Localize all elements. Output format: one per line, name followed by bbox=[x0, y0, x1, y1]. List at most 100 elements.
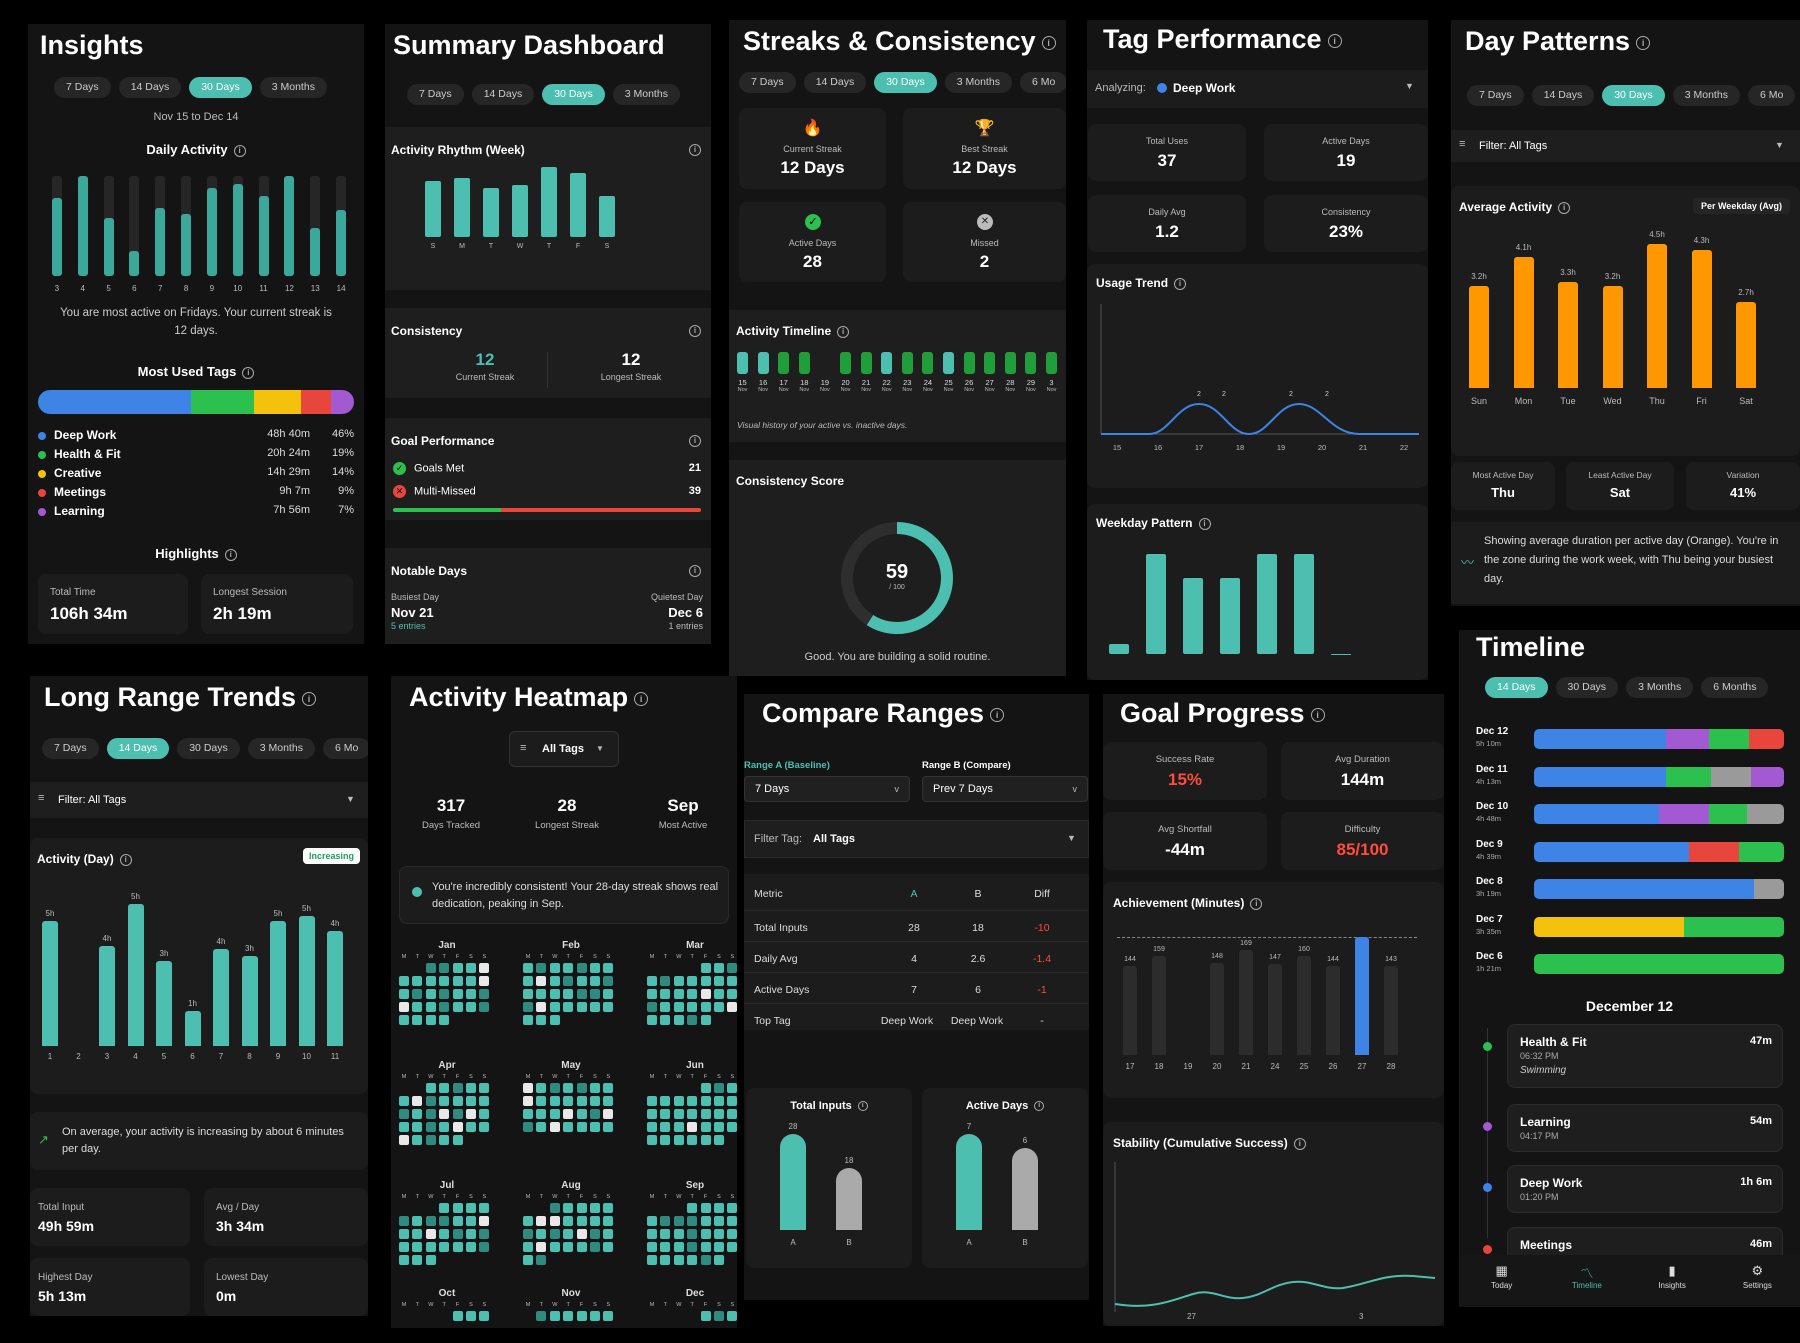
range-pill-0[interactable]: 7 Days bbox=[42, 738, 99, 759]
heatmap-cell[interactable] bbox=[714, 1083, 724, 1093]
heatmap-cell[interactable] bbox=[714, 1203, 724, 1213]
heatmap-cell[interactable] bbox=[425, 1109, 436, 1119]
heatmap-cell[interactable] bbox=[563, 1096, 574, 1106]
heatmap-cell[interactable] bbox=[590, 1109, 600, 1119]
heatmap-cell[interactable] bbox=[399, 976, 409, 986]
range-pill-3[interactable]: 3 Months bbox=[247, 738, 315, 759]
heatmap-cell[interactable] bbox=[439, 1216, 450, 1226]
heatmap-cell[interactable] bbox=[727, 1242, 737, 1252]
heatmap-cell[interactable] bbox=[412, 989, 423, 999]
timeline-row[interactable]: Dec 6 1h 21m bbox=[1459, 951, 1800, 981]
heatmap-cell[interactable] bbox=[439, 1002, 450, 1012]
heatmap-cell[interactable] bbox=[714, 1135, 724, 1145]
heatmap-cell[interactable] bbox=[590, 1203, 600, 1213]
heatmap-cell[interactable] bbox=[412, 1015, 423, 1025]
heatmap-cell[interactable] bbox=[452, 1311, 463, 1321]
heatmap-cell[interactable] bbox=[673, 1242, 684, 1252]
heatmap-cell[interactable] bbox=[603, 989, 614, 999]
heatmap-cell[interactable] bbox=[700, 1002, 711, 1012]
heatmap-cell[interactable] bbox=[399, 1242, 409, 1252]
range-pill-4[interactable]: 6 Mo bbox=[1747, 85, 1796, 106]
heatmap-cell[interactable] bbox=[714, 1002, 724, 1012]
range-pill-3[interactable]: 3 Months bbox=[259, 77, 327, 98]
tab-settings[interactable]: ⚙ Settings bbox=[1715, 1255, 1800, 1307]
heatmap-cell[interactable] bbox=[687, 1216, 698, 1226]
info-icon[interactable]: i bbox=[990, 707, 1005, 722]
heatmap-cell[interactable] bbox=[425, 1002, 436, 1012]
range-pill-4[interactable]: 6 Mo bbox=[322, 738, 368, 759]
range-pill-1[interactable]: 14 Days bbox=[471, 84, 535, 105]
heatmap-cell[interactable] bbox=[452, 1122, 463, 1132]
timeline-row[interactable]: Dec 10 4h 48m bbox=[1459, 801, 1800, 831]
heatmap-cell[interactable] bbox=[399, 989, 409, 999]
timeline-row[interactable]: Dec 12 5h 10m bbox=[1459, 726, 1800, 756]
tag-row[interactable]: Deep Work 48h 40m 46% bbox=[38, 428, 354, 447]
heatmap-cell[interactable] bbox=[466, 1002, 476, 1012]
heatmap-cell[interactable] bbox=[439, 1096, 450, 1106]
heatmap-cell[interactable] bbox=[603, 976, 614, 986]
heatmap-cell[interactable] bbox=[563, 976, 574, 986]
heatmap-cell[interactable] bbox=[603, 1229, 614, 1239]
heatmap-cell[interactable] bbox=[523, 1002, 533, 1012]
heatmap-cell[interactable] bbox=[399, 1135, 409, 1145]
heatmap-cell[interactable] bbox=[647, 1015, 657, 1025]
heatmap-cell[interactable] bbox=[425, 1083, 436, 1093]
info-icon[interactable]: i bbox=[634, 691, 649, 706]
heatmap-cell[interactable] bbox=[647, 1242, 657, 1252]
heatmap-cell[interactable] bbox=[563, 963, 574, 973]
info-icon[interactable]: i bbox=[1174, 277, 1187, 290]
heatmap-cell[interactable] bbox=[673, 1255, 684, 1265]
heatmap-cell[interactable] bbox=[687, 989, 698, 999]
heatmap-cell[interactable] bbox=[479, 1122, 490, 1132]
heatmap-cell[interactable] bbox=[412, 1002, 423, 1012]
range-pill-1[interactable]: 14 Days bbox=[1531, 85, 1595, 106]
range-pill-1[interactable]: 14 Days bbox=[803, 72, 867, 93]
heatmap-cell[interactable] bbox=[700, 1135, 711, 1145]
heatmap-cell[interactable] bbox=[576, 963, 587, 973]
heatmap-cell[interactable] bbox=[660, 1135, 671, 1145]
heatmap-cell[interactable] bbox=[536, 1109, 547, 1119]
heatmap-cell[interactable] bbox=[425, 1229, 436, 1239]
heatmap-cell[interactable] bbox=[549, 1109, 560, 1119]
heatmap-cell[interactable] bbox=[439, 1135, 450, 1145]
heatmap-cell[interactable] bbox=[727, 1109, 737, 1119]
heatmap-cell[interactable] bbox=[673, 1229, 684, 1239]
heatmap-cell[interactable] bbox=[536, 1015, 547, 1025]
tab-timeline[interactable]: 〽 Timeline bbox=[1544, 1255, 1629, 1307]
heatmap-cell[interactable] bbox=[647, 1096, 657, 1106]
timeline-row[interactable]: Dec 11 4h 13m bbox=[1459, 764, 1800, 794]
info-icon[interactable]: i bbox=[302, 691, 317, 706]
heatmap-cell[interactable] bbox=[452, 1002, 463, 1012]
info-icon[interactable]: i bbox=[1198, 517, 1211, 530]
heatmap-cell[interactable] bbox=[687, 1015, 698, 1025]
compare-tag-filter[interactable]: Filter Tag: All Tags ▼ bbox=[744, 820, 1089, 858]
heatmap-cell[interactable] bbox=[727, 1311, 737, 1321]
heatmap-cell[interactable] bbox=[590, 1083, 600, 1093]
heatmap-tag-filter[interactable]: ≡ All Tags ▼ bbox=[509, 731, 619, 767]
heatmap-cell[interactable] bbox=[563, 989, 574, 999]
heatmap-cell[interactable] bbox=[647, 989, 657, 999]
event-card[interactable]: Learning 04:17 PM 54m bbox=[1507, 1104, 1783, 1152]
heatmap-cell[interactable] bbox=[549, 1216, 560, 1226]
heatmap-cell[interactable] bbox=[647, 1109, 657, 1119]
heatmap-cell[interactable] bbox=[590, 1002, 600, 1012]
heatmap-cell[interactable] bbox=[439, 1122, 450, 1132]
heatmap-cell[interactable] bbox=[412, 976, 423, 986]
heatmap-cell[interactable] bbox=[425, 989, 436, 999]
heatmap-cell[interactable] bbox=[576, 1002, 587, 1012]
heatmap-cell[interactable] bbox=[399, 1002, 409, 1012]
heatmap-cell[interactable] bbox=[590, 1122, 600, 1132]
heatmap-cell[interactable] bbox=[452, 1135, 463, 1145]
heatmap-cell[interactable] bbox=[687, 1096, 698, 1106]
heatmap-cell[interactable] bbox=[479, 1109, 490, 1119]
range-pill-2[interactable]: 30 Days bbox=[542, 84, 605, 105]
heatmap-cell[interactable] bbox=[412, 1135, 423, 1145]
heatmap-cell[interactable] bbox=[603, 1242, 614, 1252]
heatmap-cell[interactable] bbox=[576, 1109, 587, 1119]
heatmap-cell[interactable] bbox=[439, 1109, 450, 1119]
heatmap-cell[interactable] bbox=[425, 976, 436, 986]
heatmap-cell[interactable] bbox=[399, 1015, 409, 1025]
range-pill-3[interactable]: 3 Months bbox=[612, 84, 680, 105]
heatmap-cell[interactable] bbox=[590, 963, 600, 973]
range-pill-2[interactable]: 30 Days bbox=[874, 72, 937, 93]
